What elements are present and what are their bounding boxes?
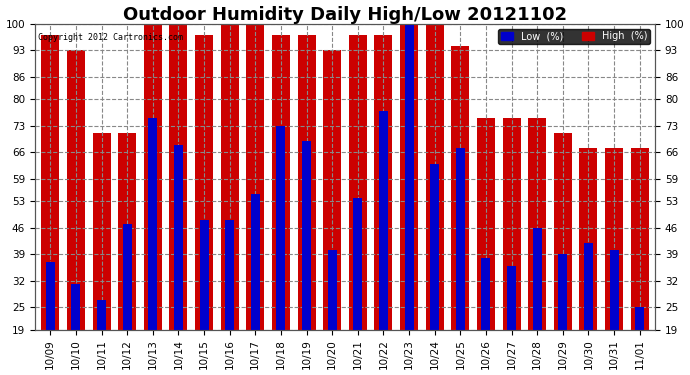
Bar bbox=[529, 118, 546, 330]
Bar bbox=[482, 258, 491, 330]
Bar bbox=[170, 24, 188, 330]
Title: Outdoor Humidity Daily High/Low 20121102: Outdoor Humidity Daily High/Low 20121102 bbox=[123, 6, 567, 24]
Bar bbox=[502, 118, 520, 330]
Bar bbox=[533, 228, 542, 330]
Bar bbox=[580, 148, 598, 330]
Bar bbox=[379, 111, 388, 330]
Bar bbox=[605, 148, 623, 330]
Bar bbox=[507, 266, 516, 330]
Bar bbox=[67, 50, 85, 330]
Bar bbox=[375, 35, 393, 330]
Bar bbox=[72, 285, 81, 330]
Bar bbox=[584, 243, 593, 330]
Bar bbox=[631, 148, 649, 330]
Legend: Low  (%), High  (%): Low (%), High (%) bbox=[498, 28, 650, 44]
Bar bbox=[297, 35, 315, 330]
Bar bbox=[174, 145, 183, 330]
Bar bbox=[328, 251, 337, 330]
Bar bbox=[41, 35, 59, 330]
Bar bbox=[400, 24, 418, 330]
Bar bbox=[609, 251, 618, 330]
Bar bbox=[199, 220, 208, 330]
Bar bbox=[46, 262, 55, 330]
Bar bbox=[251, 194, 260, 330]
Bar bbox=[144, 24, 161, 330]
Bar bbox=[148, 118, 157, 330]
Bar bbox=[477, 118, 495, 330]
Bar bbox=[221, 24, 239, 330]
Bar bbox=[225, 220, 234, 330]
Bar bbox=[246, 24, 264, 330]
Bar bbox=[456, 148, 465, 330]
Bar bbox=[302, 141, 311, 330]
Bar bbox=[349, 35, 367, 330]
Bar bbox=[195, 35, 213, 330]
Bar bbox=[123, 224, 132, 330]
Bar bbox=[272, 35, 290, 330]
Bar bbox=[277, 126, 286, 330]
Bar bbox=[558, 254, 567, 330]
Bar bbox=[554, 134, 572, 330]
Bar bbox=[92, 134, 110, 330]
Bar bbox=[404, 24, 413, 330]
Bar bbox=[323, 50, 341, 330]
Bar bbox=[97, 300, 106, 330]
Bar bbox=[451, 46, 469, 330]
Bar bbox=[430, 164, 439, 330]
Bar bbox=[635, 307, 644, 330]
Bar bbox=[118, 134, 136, 330]
Bar bbox=[353, 198, 362, 330]
Text: Copyright 2012 Cartronics.com: Copyright 2012 Cartronics.com bbox=[38, 33, 183, 42]
Bar bbox=[426, 24, 444, 330]
